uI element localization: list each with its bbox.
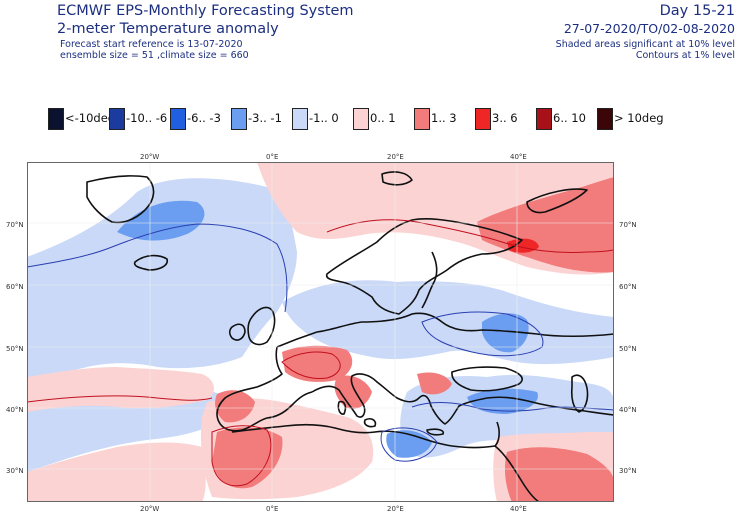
coastline-greenland: [86, 175, 155, 224]
legend-swatch: [353, 108, 369, 130]
anomaly-region-turkey-cold: [467, 388, 538, 414]
legend-label: -3.. -1: [248, 111, 282, 125]
coastline-sicily: [363, 418, 377, 428]
coastline-levant: [494, 421, 500, 447]
legend-label: <-10deg: [65, 111, 116, 125]
parameter-title: 2-meter Temperature anomaly: [57, 21, 279, 37]
lat-label-left: 50°N: [6, 345, 24, 353]
anomaly-region-italy-warm: [334, 375, 372, 409]
graticule: [27, 162, 614, 502]
anomaly-map: [27, 162, 614, 502]
legend-swatch: [536, 108, 552, 130]
significance-shaded-note: Shaded areas significant at 10% level: [555, 39, 735, 50]
date-range: 27-07-2020/TO/02-08-2020: [563, 21, 735, 36]
lon-label-bottom: 0°E: [266, 505, 279, 513]
coastline-caspian: [570, 374, 589, 413]
anomaly-region-sahara-warm: [212, 427, 283, 489]
lat-label-left: 60°N: [6, 283, 24, 291]
coastline-arabia: [494, 445, 540, 502]
legend-label: 3.. 6: [492, 111, 518, 125]
coastline-black-sea: [451, 366, 523, 392]
coastline-sardinia: [337, 400, 347, 415]
lat-label-right: 50°N: [619, 345, 637, 353]
contour-warm: [27, 395, 213, 403]
forecast-reference: Forecast start reference is 13-07-2020: [60, 39, 243, 50]
contour-cold: [411, 402, 614, 412]
lon-label-top: 20°W: [140, 153, 160, 161]
coastline-finland: [421, 251, 438, 309]
lat-label-left: 70°N: [6, 221, 24, 229]
lon-label-top: 20°E: [387, 153, 404, 161]
coastline-iceland: [133, 254, 169, 271]
legend-label: -6.. -3: [187, 111, 221, 125]
coastline-britain: [247, 306, 276, 346]
ensemble-info: ensemble size = 51 ,climate size = 660: [60, 50, 249, 61]
coastline-med-north: [311, 373, 614, 425]
lat-label-left: 40°N: [6, 406, 24, 414]
coastline-western-europe: [276, 312, 614, 348]
lon-label-top: 0°E: [266, 153, 279, 161]
legend-swatch: [231, 108, 247, 130]
contour-warm: [211, 425, 272, 487]
coastline-biscay-iberia: [216, 346, 313, 432]
anomaly-region-greenland-sea: [117, 200, 205, 241]
coastlines: [86, 171, 614, 502]
anomaly-region-europe-cold: [282, 280, 614, 365]
lon-label-bottom: 20°E: [387, 505, 404, 513]
anomaly-region-balkan-warm: [417, 372, 452, 395]
coastline-crete: [426, 428, 445, 436]
legend-swatch: [292, 108, 308, 130]
anomaly-region-southwest-warm: [27, 442, 206, 502]
system-title: ECMWF EPS-Monthly Forecasting System: [57, 3, 354, 19]
lon-label-top: 40°E: [510, 153, 527, 161]
legend-label: > 10deg: [614, 111, 664, 125]
legend-label: 1.. 3: [431, 111, 457, 125]
lon-label-bottom: 20°W: [140, 505, 160, 513]
legend-label: -1.. 0: [309, 111, 339, 125]
lat-label-left: 30°N: [6, 467, 24, 475]
legend-label: 6.. 10: [553, 111, 586, 125]
contour-warm: [326, 219, 614, 253]
significance-contours-note: Contours at 1% level: [635, 50, 735, 61]
legend-swatch: [170, 108, 186, 130]
lat-label-right: 70°N: [619, 221, 637, 229]
anomaly-region-france-warm: [282, 345, 353, 382]
legend-swatch: [109, 108, 125, 130]
legend-label: 0.. 1: [370, 111, 396, 125]
legend-label: -10.. -6: [126, 111, 168, 125]
lat-label-right: 40°N: [619, 406, 637, 414]
legend-swatch: [475, 108, 491, 130]
contour-cold: [27, 223, 288, 313]
contour-cold: [380, 427, 438, 462]
coastline-ireland: [228, 323, 246, 341]
coastline-novaya-zemlya: [526, 188, 588, 214]
anomaly-region-atlantic-cold: [27, 178, 297, 377]
day-range: Day 15-21: [659, 3, 735, 19]
map-frame: [27, 162, 614, 502]
lon-label-bottom: 40°E: [510, 505, 527, 513]
lat-label-right: 30°N: [619, 467, 637, 475]
legend-swatch: [597, 108, 613, 130]
anomaly-region-eastmed-cold: [400, 374, 614, 458]
coastline-svalbard: [381, 171, 413, 186]
contour-warm: [281, 351, 341, 379]
anomaly-region-subtropics-cold: [27, 391, 224, 472]
anomaly-region-atlantic-warm: [27, 367, 214, 412]
legend-swatch: [414, 108, 430, 130]
legend-swatch: [48, 108, 64, 130]
coastline-north-africa: [231, 423, 496, 449]
lat-label-right: 60°N: [619, 283, 637, 291]
anomaly-region-sarabia-warm: [504, 447, 614, 502]
significance-contours: [27, 219, 614, 487]
